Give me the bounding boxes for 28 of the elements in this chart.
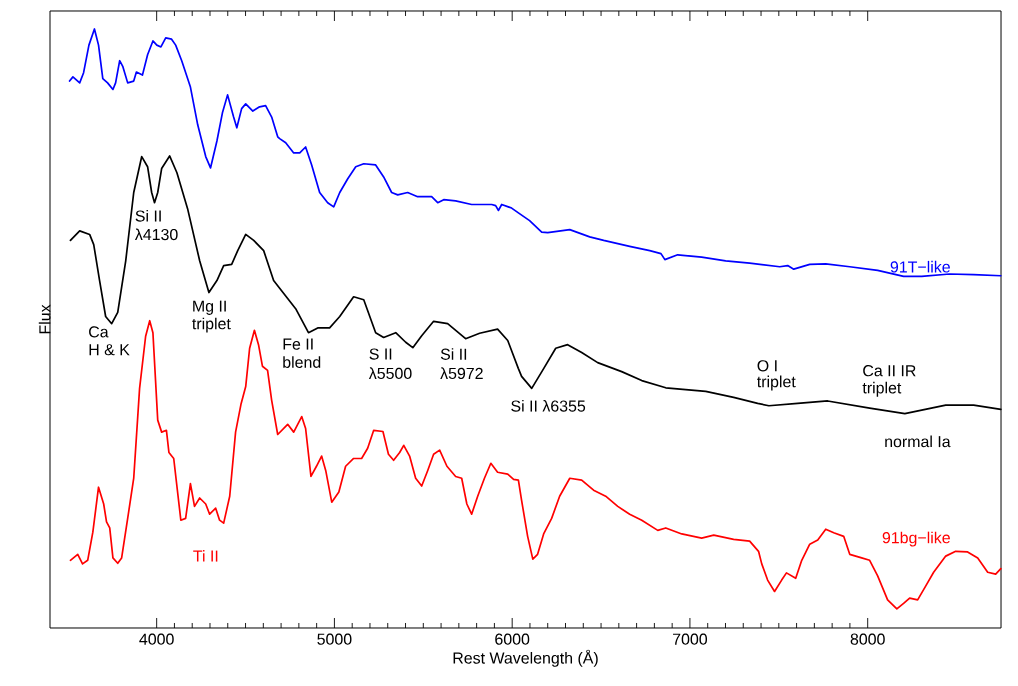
series-label: normal Ia (885, 435, 951, 448)
annotation: λ4130 (134, 228, 178, 241)
annotation: blend (283, 356, 321, 368)
x-axis-title: Rest Wavelength (Å) (453, 649, 598, 667)
annotation: triplet (757, 375, 796, 391)
x-tick-label: 4000 (139, 633, 174, 645)
annotation: Ti II (193, 550, 218, 562)
annotation: Ca (89, 326, 109, 338)
x-tick-label: 7000 (673, 633, 708, 645)
x-tick-label: 6000 (495, 633, 530, 645)
annotation: λ5500 (368, 367, 412, 380)
annotation: Si II (440, 348, 467, 360)
annotation: λ5972 (440, 367, 483, 380)
y-axis-title: Flux (38, 304, 51, 334)
annotation: triplet (862, 381, 902, 397)
annotation: Ca II IR (863, 365, 916, 377)
annotation: S II (369, 348, 392, 360)
annotation: Mg II (193, 300, 226, 315)
annotation: Fe II (283, 338, 313, 350)
annotation: Si II (135, 209, 161, 222)
annotation: Si II λ6355 (511, 400, 586, 412)
annotation: triplet (192, 317, 231, 333)
annotation: H & K (89, 344, 130, 356)
series-label: 91bg−like (882, 531, 950, 547)
series-label: 91T−like (890, 260, 950, 273)
x-tick-label: 8000 (850, 633, 885, 645)
x-tick-label: 5000 (317, 633, 352, 645)
annotation: O I (757, 360, 777, 372)
